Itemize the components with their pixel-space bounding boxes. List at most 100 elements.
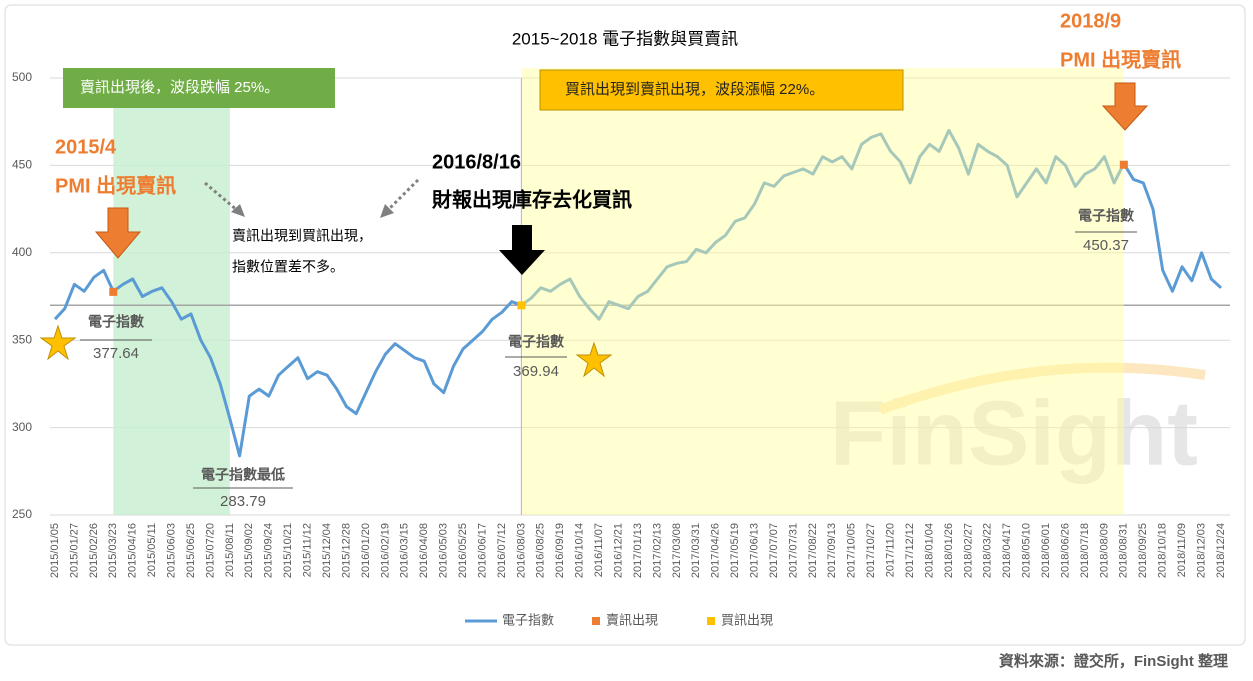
x-tick-label: 2015/02/26 (88, 523, 100, 578)
x-tick-label: 2015/08/11 (224, 523, 236, 577)
signal-marker (1119, 160, 1128, 169)
data-label-name: 電子指數 (508, 334, 564, 350)
data-label: 377.64 (93, 345, 139, 362)
x-tick-label: 2017/03/31 (690, 523, 702, 578)
annotation: 2018/9 (1060, 10, 1121, 32)
y-tick-label: 300 (12, 420, 32, 434)
x-tick-label: 2018/11/09 (1176, 523, 1188, 577)
x-tick-label: 2018/07/18 (1079, 523, 1091, 578)
y-tick-label: 500 (12, 70, 32, 84)
data-label: 450.37 (1083, 237, 1129, 254)
signal-marker (109, 287, 118, 296)
x-tick-label: 2018/05/10 (1021, 523, 1033, 578)
line-series (53, 128, 1223, 458)
data-label: 369.94 (513, 363, 559, 380)
x-tick-label: 2016/12/21 (612, 523, 624, 578)
legend-label: 電子指數 (502, 612, 554, 627)
x-tick-label: 2017/08/22 (807, 523, 819, 578)
arrow (499, 225, 545, 275)
x-tick-label: 2015/12/04 (321, 523, 333, 578)
annotation: 2015/4 (55, 136, 117, 158)
x-tick-label: 2017/10/27 (865, 523, 877, 578)
y-tick-label: 450 (12, 158, 32, 172)
annotation: 賣訊出現後，波段跌幅 25%。 (80, 79, 279, 96)
x-tick-label: 2017/11/20 (885, 523, 897, 577)
x-tick-label: 2018/01/04 (923, 523, 935, 578)
x-tick-label: 2018/08/31 (1118, 523, 1130, 578)
annotation: PMI 出現賣訊 (1060, 47, 1181, 71)
arrowhead (231, 204, 245, 217)
star (575, 341, 613, 378)
arrow (1101, 82, 1149, 131)
star (39, 324, 77, 361)
source: 資料來源：證交所，FinSight 整理 (999, 652, 1228, 670)
annotation: 買訊出現到賣訊出現，波段漲幅 22%。 (565, 81, 824, 98)
x-tick-label: 2015/07/20 (204, 523, 216, 578)
x-tick-label: 2016/04/08 (418, 523, 430, 578)
data-label-name: 電子指數 (88, 314, 144, 330)
x-tick-label: 2018/02/27 (962, 523, 974, 578)
x-tick-label: 2015/10/21 (282, 523, 294, 578)
x-tick-label: 2016/06/17 (476, 523, 488, 578)
x-tick-label: 2017/02/13 (651, 523, 663, 578)
x-tick-label: 2015/06/03 (166, 523, 178, 578)
x-tick-label: 2017/05/19 (729, 523, 741, 578)
x-tick-label: 2015/05/11 (146, 523, 158, 577)
arrow (94, 207, 142, 259)
annotation: PMI 出現賣訊 (55, 173, 176, 197)
x-tick-label: 2017/07/07 (768, 523, 780, 578)
x-tick-label: 2018/06/01 (1040, 523, 1052, 578)
annotation: 指數位置差不多。 (232, 259, 344, 275)
x-tick-label: 2018/01/26 (943, 523, 955, 578)
x-tick-label: 2018/03/22 (982, 523, 994, 578)
x-tick-label: 2015/09/24 (263, 523, 275, 578)
y-tick-label: 350 (12, 332, 32, 346)
x-tick-label: 2016/01/20 (360, 523, 372, 578)
x-tick-label: 2015/12/28 (340, 523, 352, 578)
x-tick-label: 2018/04/17 (1001, 523, 1013, 578)
x-tick-label: 2017/07/31 (787, 523, 799, 578)
x-tick-label: 2017/04/26 (710, 523, 722, 578)
annotation: 財報出現庫存去化買訊 (432, 187, 632, 211)
x-tick-label: 2018/09/25 (1137, 523, 1149, 578)
x-tick-label: 2016/07/12 (496, 523, 508, 578)
annotation: 賣訊出現到買訊出現， (232, 228, 372, 244)
x-tick-label: 2018/12/24 (1215, 523, 1227, 578)
x-tick-label: 2015/01/05 (49, 523, 61, 578)
chart-title: 2015~2018 電子指數與買賣訊 (512, 29, 738, 48)
watermark: FinSight (830, 382, 1198, 484)
legend-swatch (707, 617, 715, 625)
x-tick-label: 2018/12/03 (1195, 523, 1207, 578)
x-tick-label: 2015/06/25 (185, 523, 197, 578)
x-tick-label: 2017/01/13 (632, 523, 644, 578)
x-tick-label: 2015/01/27 (68, 523, 80, 578)
x-tick-label: 2017/12/12 (904, 523, 916, 578)
x-tick-label: 2016/05/03 (438, 523, 450, 578)
x-tick-label: 2016/08/03 (515, 523, 527, 578)
signal-marker (517, 301, 526, 310)
x-tick-label: 2017/09/13 (826, 523, 838, 578)
y-tick-label: 400 (12, 245, 32, 259)
x-tick-label: 2017/03/08 (671, 523, 683, 578)
x-tick-label: 2015/09/02 (243, 523, 255, 578)
legend-label: 買訊出現 (721, 612, 773, 627)
highlight-band (113, 68, 230, 515)
x-tick-label: 2015/03/23 (107, 523, 119, 578)
x-tick-label: 2018/08/09 (1098, 523, 1110, 578)
data-label: 283.79 (220, 493, 266, 510)
x-tick-label: 2017/10/05 (846, 523, 858, 578)
x-tick-label: 2015/11/12 (302, 523, 314, 577)
x-tick-label: 2016/05/25 (457, 523, 469, 578)
legend-label: 賣訊出現 (606, 612, 658, 627)
annotation-box (63, 68, 335, 108)
dotted-arrow (385, 178, 420, 213)
x-tick-label: 2016/10/14 (574, 523, 586, 578)
arrowhead (380, 204, 394, 218)
x-tick-label: 2016/11/07 (593, 523, 605, 577)
highlight-band (521, 68, 1124, 515)
x-tick-label: 2016/02/19 (379, 523, 391, 578)
x-tick-label: 2016/03/15 (399, 523, 411, 578)
data-label-name: 電子指數最低 (201, 467, 285, 483)
x-tick-label: 2015/04/16 (127, 523, 139, 578)
